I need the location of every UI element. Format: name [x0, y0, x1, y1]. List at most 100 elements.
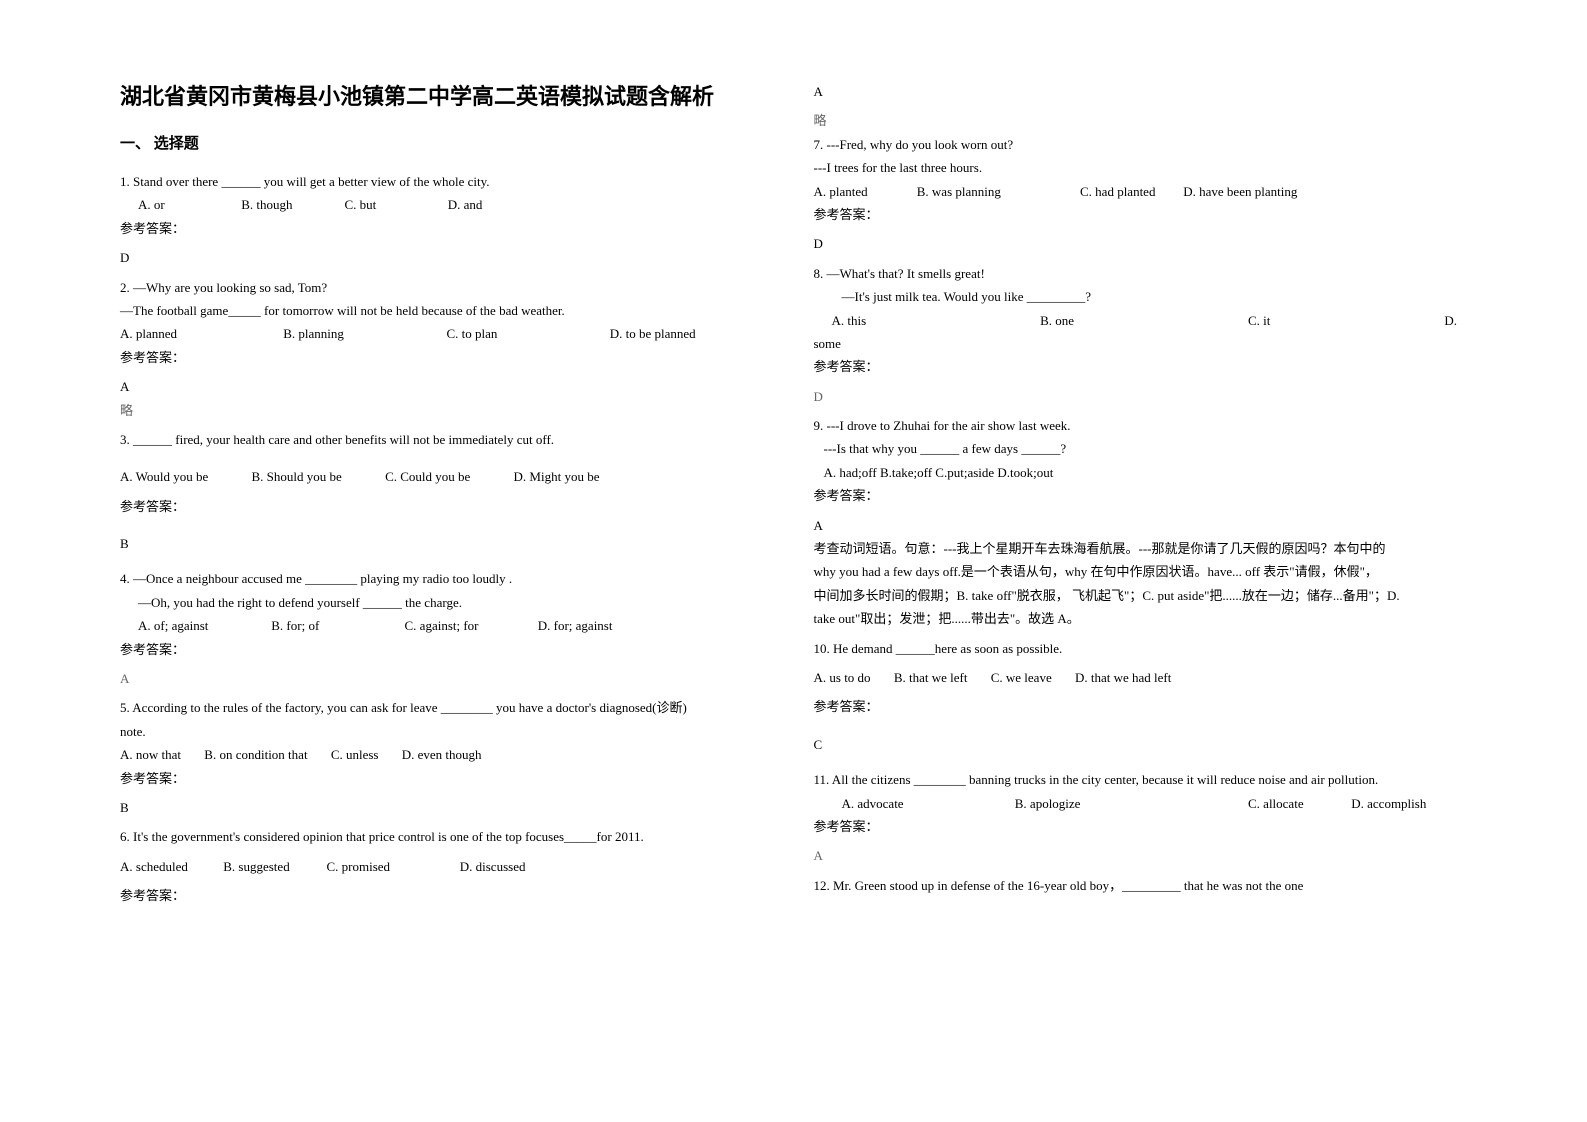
q7-opt-c: C. had planted	[1080, 180, 1180, 203]
q1-opt-c: C. but	[345, 193, 445, 216]
answer-label: 参考答案：	[814, 484, 1468, 507]
q4-line1: 4. —Once a neighbour accused me ________…	[120, 567, 774, 590]
q10-options: A. us to do B. that we left C. we leave …	[814, 666, 1468, 689]
q9-options: A. had;off B.take;off C.put;aside D.took…	[814, 461, 1468, 484]
answer-label: 参考答案：	[814, 355, 1468, 378]
q5-opt-b: B. on condition that	[204, 747, 307, 762]
left-column: 湖北省黄冈市黄梅县小池镇第二中学高二英语模拟试题含解析 一、 选择题 1. St…	[100, 80, 794, 1082]
q11-opt-a: A. advocate	[842, 792, 1012, 815]
q8-line1: 8. —What's that? It smells great!	[814, 262, 1468, 285]
q11-answer: A	[814, 844, 1468, 867]
q9-exp4: take out"取出；发泄；把......带出去"。故选 A。	[814, 607, 1468, 630]
q6-opt-c: C. promised	[327, 855, 457, 878]
q9-line2: ---Is that why you ______ a few days ___…	[814, 437, 1468, 460]
q4-opt-c: C. against; for	[405, 614, 535, 637]
q5-line2: note.	[120, 720, 774, 743]
question-12: 12. Mr. Green stood up in defense of the…	[814, 874, 1468, 897]
question-9: 9. ---I drove to Zhuhai for the air show…	[814, 414, 1468, 631]
q1-stem: 1. Stand over there ______ you will get …	[120, 170, 774, 193]
q10-stem: 10. He demand ______here as soon as poss…	[814, 637, 1468, 660]
q8-tail: some	[814, 332, 1468, 355]
q7-answer: D	[814, 232, 1468, 255]
question-1: 1. Stand over there ______ you will get …	[120, 170, 774, 270]
q7-line1: 7. ---Fred, why do you look worn out?	[814, 133, 1468, 156]
q3-options: A. Would you be B. Should you be C. Coul…	[120, 465, 774, 488]
q6-opt-a: A. scheduled	[120, 855, 220, 878]
q11-opt-b: B. apologize	[1015, 792, 1245, 815]
q8-opt-b: B. one	[1040, 309, 1074, 332]
answer-label: 参考答案：	[120, 767, 774, 790]
q6-options: A. scheduled B. suggested C. promised D.…	[120, 855, 774, 878]
q10-opt-c: C. we leave	[991, 670, 1052, 685]
q11-options: A. advocate B. apologize C. allocate D. …	[814, 792, 1468, 815]
q1-opt-b: B. though	[241, 193, 341, 216]
answer-label: 参考答案：	[120, 638, 774, 661]
q1-opt-d: D. and	[448, 193, 548, 216]
q2-opt-a: A. planned	[120, 322, 280, 345]
answer-label: 参考答案：	[814, 695, 1468, 718]
q11-stem: 11. All the citizens ________ banning tr…	[814, 768, 1468, 791]
q5-opt-c: C. unless	[331, 747, 379, 762]
q10-opt-b: B. that we left	[894, 670, 968, 685]
section-header: 一、 选择题	[120, 131, 774, 158]
document-title: 湖北省黄冈市黄梅县小池镇第二中学高二英语模拟试题含解析	[120, 80, 774, 113]
q7-opt-b: B. was planning	[917, 180, 1077, 203]
q2-opt-d: D. to be planned	[610, 326, 696, 341]
q4-opt-b: B. for; of	[271, 614, 401, 637]
question-4: 4. —Once a neighbour accused me ________…	[120, 567, 774, 690]
q2-line1: 2. —Why are you looking so sad, Tom?	[120, 276, 774, 299]
q6-note: 略	[814, 109, 1468, 132]
q2-line2: —The football game_____ for tomorrow wil…	[120, 299, 774, 322]
q8-line2: —It's just milk tea. Would you like ____…	[814, 285, 1468, 308]
q4-opt-d: D. for; against	[538, 618, 613, 633]
question-8: 8. —What's that? It smells great! —It's …	[814, 262, 1468, 408]
q10-opt-a: A. us to do	[814, 670, 871, 685]
question-6: 6. It's the government's considered opin…	[120, 825, 774, 907]
question-5: 5. According to the rules of the factory…	[120, 696, 774, 819]
q6-opt-b: B. suggested	[223, 855, 323, 878]
answer-label: 参考答案：	[120, 346, 774, 369]
q10-opt-d: D. that we had left	[1075, 670, 1171, 685]
q5-answer: B	[120, 796, 774, 819]
q8-opt-a: A. this	[832, 309, 867, 332]
q4-opt-a: A. of; against	[138, 614, 268, 637]
q2-opt-c: C. to plan	[447, 322, 607, 345]
answer-label: 参考答案：	[120, 495, 774, 518]
q7-opt-a: A. planted	[814, 180, 914, 203]
q10-answer: C	[814, 733, 1468, 756]
q6-answer: A	[814, 80, 1468, 103]
question-2: 2. —Why are you looking so sad, Tom? —Th…	[120, 276, 774, 422]
answer-label: 参考答案：	[814, 203, 1468, 226]
q5-opt-a: A. now that	[120, 747, 181, 762]
q5-options: A. now that B. on condition that C. unle…	[120, 743, 774, 766]
q7-line2: ---I trees for the last three hours.	[814, 156, 1468, 179]
question-7: 7. ---Fred, why do you look worn out? --…	[814, 133, 1468, 256]
q3-opt-d: D. Might you be	[514, 469, 600, 484]
q3-opt-a: A. Would you be	[120, 469, 208, 484]
q11-opt-c: C. allocate	[1248, 792, 1348, 815]
q4-options: A. of; against B. for; of C. against; fo…	[120, 614, 774, 637]
q8-answer: D	[814, 385, 1468, 408]
q2-opt-b: B. planning	[283, 322, 443, 345]
q9-exp2: why you had a few days off.是一个表语从句，why 在…	[814, 560, 1468, 583]
q3-opt-c: C. Could you be	[385, 469, 470, 484]
q11-opt-d: D. accomplish	[1351, 796, 1426, 811]
q6-opt-d: D. discussed	[460, 859, 526, 874]
question-11: 11. All the citizens ________ banning tr…	[814, 768, 1468, 868]
q1-opt-a: A. or	[138, 193, 238, 216]
q8-opt-d: D.	[1444, 309, 1457, 332]
q2-note: 略	[120, 399, 774, 422]
q8-options: A. this B. one C. it D.	[814, 309, 1468, 332]
q4-answer: A	[120, 667, 774, 690]
answer-label: 参考答案：	[120, 884, 774, 907]
q9-line1: 9. ---I drove to Zhuhai for the air show…	[814, 414, 1468, 437]
q9-answer: A	[814, 514, 1468, 537]
q9-exp3: 中间加多长时间的假期；B. take off"脱衣服， 飞机起飞"；C. put…	[814, 584, 1468, 607]
q2-answer: A	[120, 375, 774, 398]
q7-opt-d: D. have been planting	[1183, 184, 1297, 199]
answer-label: 参考答案：	[814, 815, 1468, 838]
q12-stem: 12. Mr. Green stood up in defense of the…	[814, 874, 1468, 897]
q5-opt-d: D. even though	[402, 747, 482, 762]
q7-options: A. planted B. was planning C. had plante…	[814, 180, 1468, 203]
q3-opt-b: B. Should you be	[252, 469, 342, 484]
